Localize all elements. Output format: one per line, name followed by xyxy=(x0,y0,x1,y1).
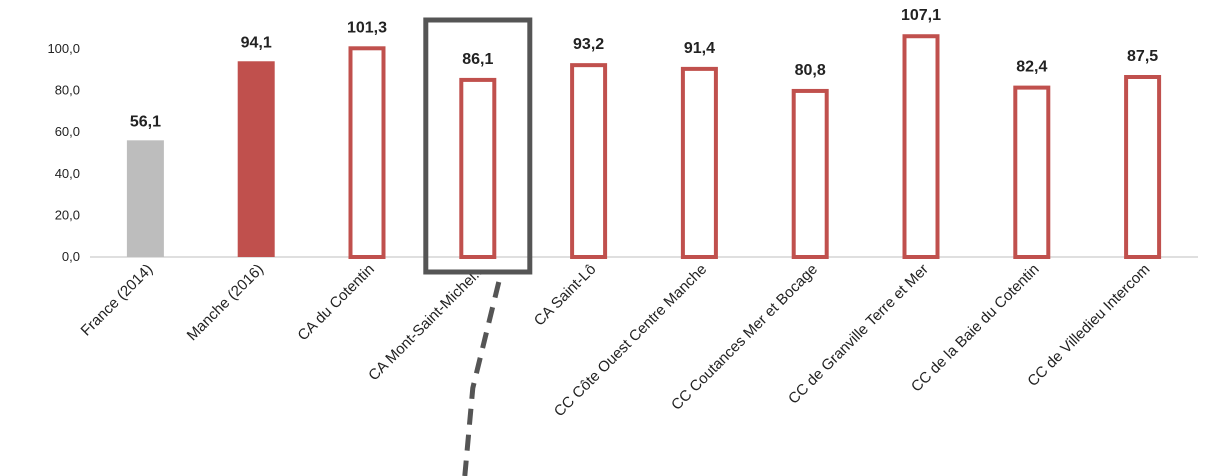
data-label: 87,5 xyxy=(1127,48,1158,65)
category-label: CA Saint-Lô xyxy=(531,261,600,330)
y-tick-label: 0,0 xyxy=(62,249,80,264)
data-labels-group: 56,1 94,1 101,3 86,1 93,2 91,4 80,8 107,1 82,4 87… xyxy=(130,7,1158,130)
data-label: 86,1 xyxy=(462,51,493,68)
y-tick-label: 100,0 xyxy=(47,41,80,56)
bar xyxy=(902,34,940,260)
bar xyxy=(570,63,608,259)
highlight-box xyxy=(423,17,533,275)
data-label: 56,1 xyxy=(130,113,161,130)
bar xyxy=(680,66,718,259)
category-label: CA Mont-Saint-Michel... xyxy=(365,261,488,384)
bar xyxy=(1013,85,1051,259)
category-label: CC de la Baie du Cotentin xyxy=(908,261,1043,396)
bars-group xyxy=(126,34,1162,260)
data-label: 93,2 xyxy=(573,36,604,53)
y-tick-label: 80,0 xyxy=(55,83,80,98)
category-label: France (2014) xyxy=(78,261,157,340)
data-label: 82,4 xyxy=(1016,59,1047,76)
bar xyxy=(459,77,497,259)
data-label: 94,1 xyxy=(241,34,272,51)
y-tick-label: 40,0 xyxy=(55,166,80,181)
data-label: 80,8 xyxy=(795,62,826,79)
bar xyxy=(1124,75,1162,259)
bar xyxy=(348,46,386,259)
bar xyxy=(791,88,829,259)
category-label: CA du Cotentin xyxy=(294,261,377,344)
category-label: CC de Villedieu Intercom xyxy=(1024,261,1153,390)
data-label: 91,4 xyxy=(684,40,715,57)
bar xyxy=(126,140,164,257)
bar xyxy=(237,61,275,257)
callout-dashed-line xyxy=(462,281,502,476)
y-tick-label: 60,0 xyxy=(55,124,80,139)
data-label: 107,1 xyxy=(901,7,941,24)
category-label: Manche (2016) xyxy=(184,261,267,344)
highlight-callout xyxy=(423,17,533,476)
data-label: 101,3 xyxy=(347,19,387,36)
y-tick-label: 20,0 xyxy=(55,207,80,222)
x-axis-labels: France (2014) Manche (2016) CA du Cotentin… xyxy=(78,261,1154,420)
